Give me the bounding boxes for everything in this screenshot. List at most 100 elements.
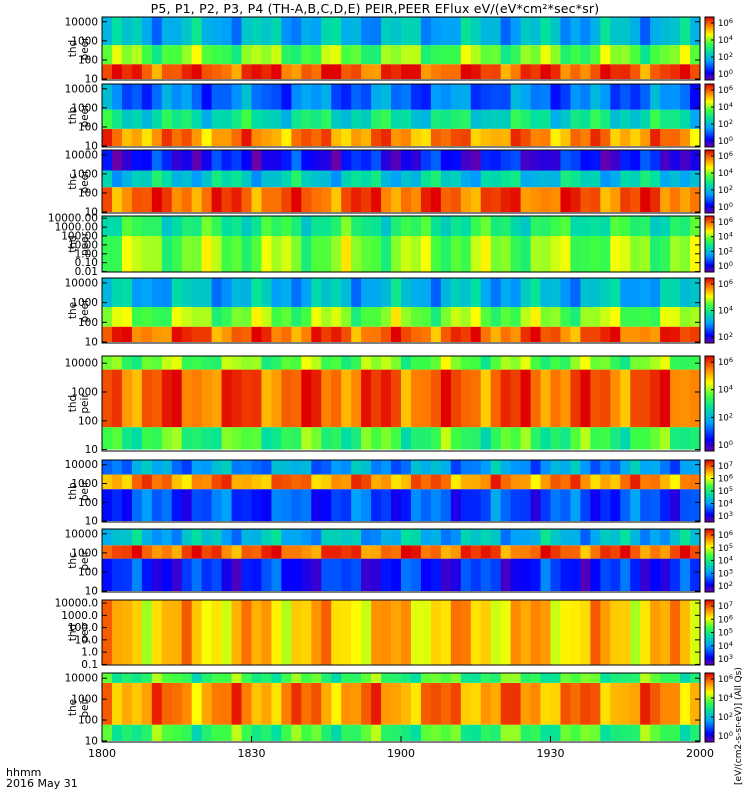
heatmap-cell — [251, 558, 263, 592]
heatmap-cell — [241, 682, 253, 725]
heatmap-cell — [600, 474, 611, 490]
heatmap-cell — [560, 356, 572, 370]
heatmap-cell — [111, 600, 123, 665]
heatmap-cell — [341, 356, 352, 370]
heatmap-cell — [570, 326, 581, 343]
heatmap-cell — [171, 278, 183, 307]
heatmap-cell — [371, 187, 382, 213]
heatmap-cell — [510, 278, 522, 307]
heatmap-cell — [670, 489, 681, 522]
heatmap-cell — [251, 236, 263, 272]
heatmap-cell — [610, 187, 621, 213]
heatmap-cell — [361, 64, 372, 80]
heatmap-cell — [301, 45, 312, 65]
heatmap-cell — [620, 109, 631, 129]
heatmap-cell — [221, 170, 233, 188]
heatmap-cell — [600, 673, 611, 683]
heatmap-cell — [131, 600, 143, 665]
y-tick-label: 100 — [78, 415, 98, 427]
heatmap-cell — [251, 326, 263, 343]
heatmap-cell — [490, 558, 502, 592]
heatmap-cell — [351, 109, 362, 129]
heatmap-cell — [251, 216, 263, 236]
heatmap-cell — [201, 724, 213, 741]
heatmap-cell — [560, 474, 572, 490]
heatmap-cell — [361, 236, 372, 272]
heatmap-cell — [610, 64, 621, 80]
heatmap-cell — [291, 150, 302, 171]
heatmap-cell — [640, 84, 651, 110]
heatmap-cell — [490, 489, 502, 522]
heatmap-cell — [620, 17, 631, 46]
heatmap-cell — [420, 17, 432, 46]
heatmap-cell — [401, 682, 412, 725]
y-tick-label: 1000 — [71, 547, 98, 559]
heatmap-cell — [341, 64, 352, 80]
heatmap-cell — [550, 64, 562, 80]
colorbar-tick-label: 102 — [718, 184, 733, 196]
heatmap-cell — [351, 84, 362, 110]
heatmap-cell — [141, 558, 153, 592]
heatmap-cell — [590, 369, 601, 428]
heatmap-cell — [361, 558, 372, 592]
heatmap-cell — [590, 109, 601, 129]
heatmap-cell — [131, 545, 143, 559]
heatmap-cell — [670, 278, 681, 307]
colorbar — [704, 355, 715, 452]
heatmap-cell — [181, 673, 193, 683]
heatmap-cell — [301, 673, 312, 683]
heatmap-cell — [201, 109, 213, 129]
heatmap-cell — [261, 427, 273, 450]
heatmap-cell — [161, 682, 173, 725]
heatmap-cell — [420, 84, 432, 110]
heatmap-cell — [301, 682, 312, 725]
heatmap-cell — [211, 84, 223, 110]
heatmap-cell — [261, 369, 273, 428]
heatmap-cell — [341, 17, 352, 46]
heatmap-cell — [670, 64, 681, 80]
heatmap-cell — [131, 109, 143, 129]
heatmap-cell — [391, 109, 402, 129]
heatmap-cell — [690, 545, 701, 559]
heatmap-cell — [141, 64, 153, 80]
heatmap-cell — [500, 170, 512, 188]
heatmap-cell — [410, 109, 422, 129]
heatmap-cell — [550, 600, 562, 665]
heatmap-cell — [490, 724, 502, 741]
heatmap-cell — [650, 356, 661, 370]
heatmap-cell — [151, 545, 163, 559]
heatmap-cell — [490, 216, 502, 236]
heatmap-cell — [351, 150, 362, 171]
heatmap-cell — [620, 306, 631, 327]
heatmap-cell — [161, 369, 173, 428]
heatmap-cell — [281, 600, 292, 665]
y-tick-label: 1000.00 — [55, 222, 98, 234]
heatmap-cell — [171, 17, 183, 46]
heatmap-cell — [470, 600, 482, 665]
heatmap-cell — [181, 724, 193, 741]
heatmap-cell — [650, 150, 661, 171]
heatmap-cell — [301, 109, 312, 129]
colorbar-tick-label: 100 — [718, 730, 733, 742]
heatmap-cell — [470, 128, 482, 147]
heatmap-cell — [450, 84, 462, 110]
heatmap-cell — [301, 326, 312, 343]
heatmap-cell — [151, 427, 163, 450]
heatmap-cell — [560, 150, 572, 171]
heatmap-cell — [480, 673, 492, 683]
heatmap-cell — [271, 109, 282, 129]
heatmap-cell — [271, 84, 282, 110]
heatmap-cell — [550, 306, 562, 327]
heatmap-cell — [261, 682, 273, 725]
heatmap-cell — [450, 236, 462, 272]
panel-frame — [101, 277, 701, 344]
heatmap-cell — [670, 600, 681, 665]
heatmap-cell — [430, 17, 442, 46]
heatmap-cell — [191, 460, 203, 475]
heatmap-cell — [291, 529, 302, 546]
heatmap-cell — [520, 128, 532, 147]
heatmap-cell — [500, 17, 512, 46]
heatmap-cell — [311, 128, 322, 147]
